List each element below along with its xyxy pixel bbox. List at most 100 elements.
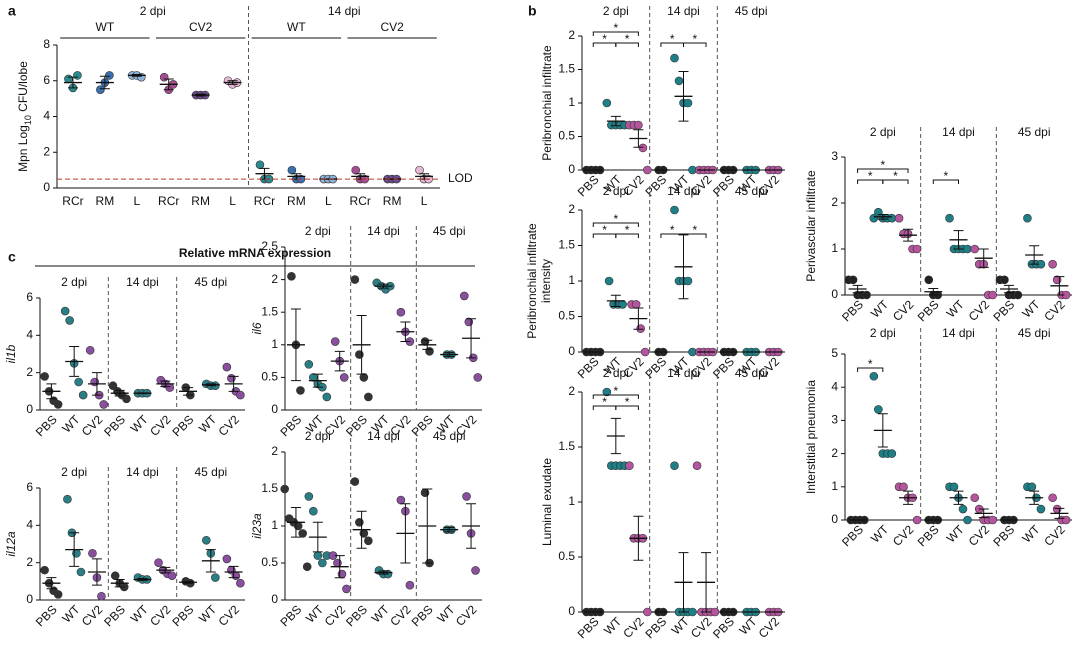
error-bar [46, 383, 57, 400]
group-label: 2 dpi [305, 224, 331, 238]
x-tick-label: CV2 [147, 602, 174, 629]
data-point [337, 569, 347, 579]
data-point [159, 72, 169, 82]
y-tick-label: 0 [568, 604, 575, 618]
data-point [899, 482, 908, 492]
group-label: 14 dpi [667, 366, 700, 380]
x-tick-label: CV2 [322, 602, 349, 629]
x-tick-label: PBS [642, 614, 669, 641]
x-tick-label: PBS [915, 522, 942, 549]
data-point [99, 400, 108, 409]
x-tick-label: L [229, 194, 236, 208]
error-bar [312, 373, 323, 388]
group-label: 45 dpi [433, 429, 466, 443]
x-tick-label: PBS [170, 602, 197, 629]
data-point [869, 371, 879, 381]
data-point [280, 484, 289, 494]
x-tick-label: WT [669, 614, 693, 638]
error-bar [633, 307, 644, 330]
group-label: 2 dpi [870, 326, 896, 340]
error-bar [46, 577, 57, 590]
y-tick-label: 0 [26, 592, 33, 606]
x-tick-label: RCr [158, 194, 179, 208]
data-point [318, 558, 327, 568]
significance-bracket [615, 405, 639, 410]
y-axis-label: Mpn Log10 CFU/lobe [16, 61, 33, 172]
y-tick-label: 0 [271, 402, 278, 416]
data-point [415, 165, 424, 175]
x-tick-label: L [421, 194, 428, 208]
group-label: 14 dpi [126, 275, 159, 289]
data-point [1000, 275, 1009, 285]
data-point [604, 276, 614, 286]
data-point [313, 551, 323, 560]
significance-bracket [615, 233, 639, 238]
error-bar [356, 510, 367, 549]
error-bar [852, 284, 863, 294]
x-tick-label: RM [191, 194, 210, 208]
data-point [105, 71, 114, 80]
x-tick-label: PBS [343, 412, 370, 439]
x-tick-label: WT [196, 602, 220, 626]
data-point [96, 85, 105, 94]
y-axis-label: Perivascular infiltrate [804, 170, 818, 282]
y-tick-label: 2 [568, 202, 575, 216]
y-tick-label: 2 [568, 384, 575, 398]
group-label: 45 dpi [194, 465, 227, 479]
y-tick-label: 2 [831, 446, 838, 460]
group-label: WT [96, 20, 115, 34]
data-point [988, 290, 998, 300]
significance-label: * [602, 395, 607, 409]
x-tick-label: WT [196, 412, 220, 436]
y-axis-label: Peribronchial infiltrateintensity [525, 223, 553, 339]
data-point [460, 291, 469, 301]
error-bar [678, 552, 689, 613]
error-bar [163, 78, 174, 91]
y-tick-label: 2 [831, 195, 838, 209]
significance-label: * [613, 212, 618, 226]
data-point [53, 400, 63, 409]
group-label: 45 dpi [1018, 125, 1051, 139]
y-tick-label: 2 [568, 28, 575, 42]
y-tick-label: 0 [568, 344, 575, 358]
error-bar [137, 392, 148, 395]
data-point [64, 74, 73, 84]
data-point [1052, 504, 1062, 514]
y-tick-label: 0.5 [558, 129, 575, 143]
data-point [40, 372, 49, 381]
y-tick-label: 3 [831, 149, 838, 163]
significance-bracket [592, 222, 639, 227]
data-point [53, 590, 63, 599]
y-axis-label-line: Peribronchial infiltrate [525, 223, 539, 339]
significance-bracket [857, 168, 909, 173]
x-tick-label: RM [96, 194, 115, 208]
x-tick-label: WT [868, 297, 892, 321]
y-axis-label: il6 [250, 322, 264, 334]
error-bar [633, 129, 644, 148]
x-tick-label: PBS [710, 614, 737, 641]
data-point [227, 373, 236, 383]
error-bar [160, 380, 171, 388]
data-point [342, 584, 351, 594]
significance-bracket [592, 31, 639, 36]
y-tick-label: 1.5 [558, 238, 575, 252]
y-tick-label: 4 [831, 379, 838, 393]
x-tick-label: WT [1019, 297, 1043, 321]
x-tick-label: CV2 [79, 602, 106, 629]
y-tick-label: 1 [568, 494, 575, 508]
y-tick-label: 2 [271, 272, 278, 286]
group-label: 14 dpi [667, 184, 700, 198]
significance-label: * [880, 158, 885, 172]
data-point [963, 244, 972, 254]
data-point [287, 165, 297, 175]
data-point [602, 98, 612, 108]
error-bar [114, 578, 125, 588]
significance-bracket [615, 42, 639, 47]
error-bar [99, 75, 110, 90]
x-tick-label: CV2 [216, 602, 243, 629]
data-point [1048, 493, 1057, 503]
data-point [231, 571, 241, 581]
y-tick-label: 2 [43, 144, 50, 158]
significance-label: * [625, 223, 630, 237]
